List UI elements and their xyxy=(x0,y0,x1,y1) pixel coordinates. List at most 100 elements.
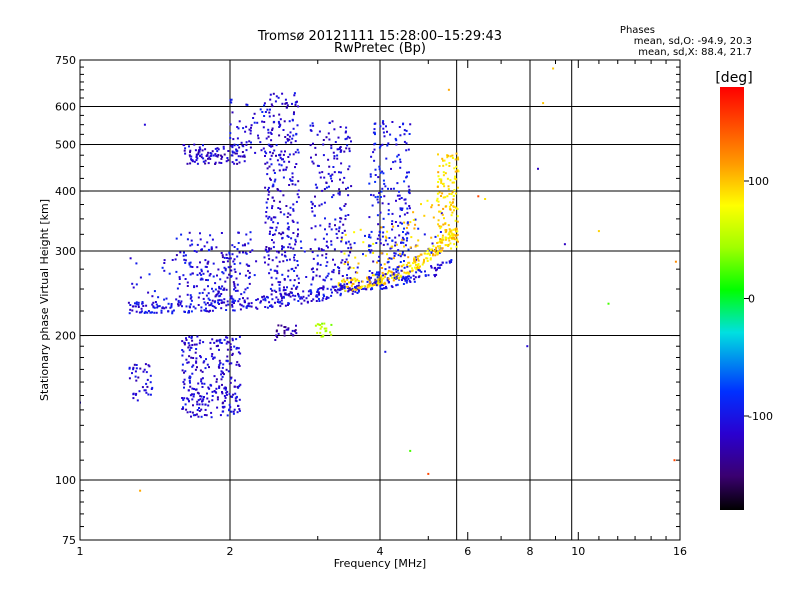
data-point xyxy=(265,249,268,251)
data-point xyxy=(156,306,159,309)
data-point xyxy=(316,295,319,298)
data-point xyxy=(350,185,353,188)
data-point xyxy=(220,378,223,381)
data-point xyxy=(296,285,299,288)
data-point xyxy=(446,195,449,198)
data-point xyxy=(279,190,282,193)
data-point xyxy=(188,263,191,266)
data-point xyxy=(189,149,192,152)
data-point xyxy=(442,207,445,210)
data-point xyxy=(348,266,351,269)
data-point xyxy=(201,386,204,388)
data-point xyxy=(454,219,457,222)
data-point xyxy=(226,260,229,263)
data-point xyxy=(237,404,239,407)
data-point xyxy=(226,360,229,363)
data-point xyxy=(382,282,385,285)
data-point xyxy=(309,129,312,132)
data-point xyxy=(330,147,333,150)
data-point xyxy=(376,198,379,201)
data-point xyxy=(392,273,395,276)
data-point xyxy=(204,403,207,406)
data-point xyxy=(248,271,251,274)
data-point xyxy=(380,276,383,279)
data-point xyxy=(456,238,459,241)
data-point xyxy=(149,381,152,384)
colorbar-tick-label: 0 xyxy=(748,293,755,306)
data-point xyxy=(150,388,153,390)
data-point xyxy=(426,249,429,252)
data-point xyxy=(267,128,270,131)
data-point xyxy=(419,265,421,268)
data-point xyxy=(222,301,225,304)
data-point xyxy=(378,234,380,237)
data-point xyxy=(268,249,271,251)
data-point xyxy=(330,323,333,326)
data-point xyxy=(379,285,382,288)
data-point xyxy=(452,236,455,239)
data-point xyxy=(235,363,238,366)
data-point xyxy=(430,206,433,209)
data-point xyxy=(186,293,189,296)
data-point xyxy=(288,120,291,123)
data-point xyxy=(190,296,193,299)
data-point xyxy=(210,302,213,305)
data-point xyxy=(385,287,388,290)
data-point xyxy=(387,260,390,263)
data-point xyxy=(332,151,335,154)
data-point xyxy=(362,287,365,290)
data-point xyxy=(221,254,224,257)
data-point xyxy=(332,271,335,274)
data-point xyxy=(392,279,395,282)
data-point xyxy=(135,364,138,366)
data-point xyxy=(286,133,289,136)
data-point xyxy=(172,309,175,312)
data-point xyxy=(398,190,400,193)
data-point xyxy=(417,259,420,262)
data-point xyxy=(291,179,294,182)
data-point xyxy=(397,249,400,252)
data-point xyxy=(369,244,372,247)
data-point xyxy=(399,208,402,211)
data-point xyxy=(189,410,192,413)
data-point xyxy=(139,489,142,492)
data-point xyxy=(372,151,375,154)
data-point xyxy=(229,144,232,147)
data-point xyxy=(397,224,400,227)
data-point xyxy=(293,256,295,259)
data-point xyxy=(212,357,215,360)
data-point xyxy=(207,162,210,165)
data-point xyxy=(333,155,336,158)
data-point xyxy=(386,253,388,256)
data-point xyxy=(378,274,380,277)
data-point xyxy=(199,355,202,357)
data-point xyxy=(194,388,197,391)
data-point xyxy=(378,168,381,171)
data-point xyxy=(256,121,259,124)
data-point xyxy=(170,304,173,307)
data-point xyxy=(319,324,322,326)
data-point xyxy=(351,287,354,290)
data-point xyxy=(336,291,339,294)
data-point xyxy=(276,222,279,225)
data-point xyxy=(161,306,164,309)
data-point xyxy=(175,270,178,273)
data-point xyxy=(390,257,393,260)
data-point xyxy=(135,262,138,265)
data-point xyxy=(216,293,219,296)
data-point xyxy=(273,172,276,174)
data-point xyxy=(325,186,328,189)
data-point xyxy=(416,257,419,260)
data-point xyxy=(207,260,210,263)
data-point xyxy=(206,270,209,273)
data-point xyxy=(357,280,360,282)
data-point xyxy=(217,301,220,304)
data-point xyxy=(228,253,231,256)
data-point xyxy=(292,294,294,297)
data-point xyxy=(135,310,138,313)
data-point xyxy=(267,186,270,189)
data-point xyxy=(374,280,377,283)
data-point xyxy=(408,279,411,282)
data-point xyxy=(276,265,279,268)
data-point xyxy=(290,179,293,182)
